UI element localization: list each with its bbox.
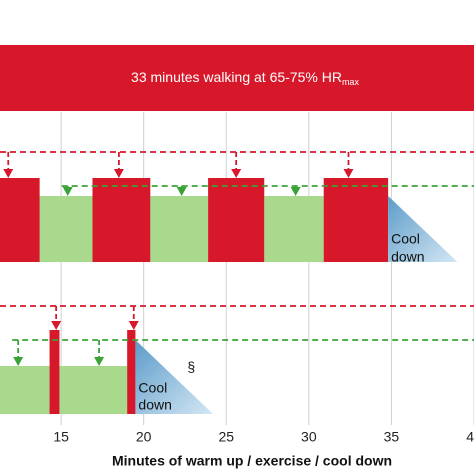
x-tick-label: 30 (301, 429, 317, 445)
note: § (187, 359, 195, 375)
high-intensity-bar (127, 330, 136, 414)
x-tick-label: 20 (136, 429, 152, 445)
low-intensity-bar (39, 196, 93, 262)
low-intensity-bar (264, 196, 324, 262)
cooldown-label: down (138, 397, 171, 413)
high-intensity-bar (92, 178, 151, 262)
high-intensity-bar (0, 178, 40, 262)
arrow-head (94, 357, 105, 366)
low-intensity-bar (150, 196, 209, 262)
cooldown-ramp (135, 340, 214, 414)
arrow-head (13, 357, 24, 366)
banner-sub: max (342, 77, 360, 87)
x-axis-title: Minutes of warm up / exercise / cool dow… (112, 453, 392, 469)
low-intensity-bar (59, 366, 128, 414)
x-tick-label: 35 (384, 429, 400, 445)
arrow-head (290, 187, 301, 196)
arrow-head (128, 321, 139, 330)
arrow-head (231, 169, 242, 178)
cooldown-label: Cool (391, 231, 420, 247)
high-intensity-bar (49, 330, 60, 414)
arrow-head (51, 321, 62, 330)
high-intensity-bar (323, 178, 389, 262)
banner-text: 33 minutes walking at 65-75% HRmax (131, 69, 359, 88)
x-tick-label: 40 (466, 429, 474, 445)
x-tick-label: 25 (218, 429, 234, 445)
x-tick-label: 15 (53, 429, 69, 445)
arrow-head (3, 169, 14, 178)
banner-main: 33 minutes walking at 65-75% HR (131, 69, 342, 85)
arrow-head (343, 169, 354, 178)
cooldown-ramp (388, 196, 458, 262)
cooldown-label: Cool (138, 380, 167, 396)
arrow-head (62, 187, 73, 196)
cooldown-label: down (391, 249, 424, 265)
arrow-head (176, 187, 187, 196)
banner (0, 45, 474, 111)
high-intensity-bar (208, 178, 265, 262)
arrow-head (113, 169, 124, 178)
low-intensity-bar (0, 366, 50, 414)
